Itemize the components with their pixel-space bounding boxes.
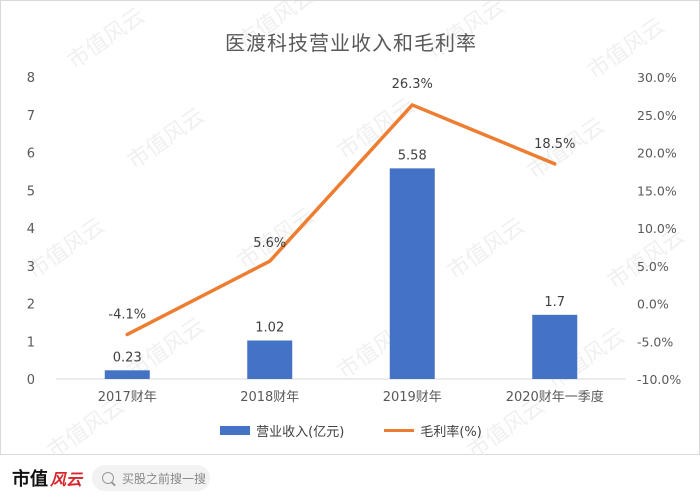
search-icon <box>102 472 115 484</box>
line-data-label: 18.5% <box>534 137 575 152</box>
line-point <box>410 103 414 107</box>
y-right-tick-label: 15.0% <box>637 183 677 198</box>
y-right-tick-label: -10.0% <box>637 372 681 387</box>
bar-data-label: 0.23 <box>113 350 142 365</box>
footer-bar: 市值 风云 买股之前搜一搜 <box>0 455 700 501</box>
y-right-tick-label: 25.0% <box>637 108 677 123</box>
line-data-label: 5.6% <box>253 236 286 251</box>
x-tick-label: 2020财年一季度 <box>506 389 604 405</box>
y-right-tick-label: 20.0% <box>637 146 677 161</box>
y-left-tick-label: 0 <box>27 373 35 388</box>
y-left-tick-label: 4 <box>27 222 35 237</box>
y-left-tick-label: 3 <box>27 260 35 275</box>
legend-swatch-bar <box>220 426 251 435</box>
y-right-tick-label: 30.0% <box>637 70 677 85</box>
legend-item-margin: 毛利率(%) <box>384 421 482 440</box>
chart-title: 医渡科技营业收入和毛利率 <box>225 31 477 55</box>
chart-legend: 营业收入(亿元) 毛利率(%) <box>1 421 700 440</box>
line-series-margin <box>125 103 557 337</box>
legend-label-margin: 毛利率(%) <box>420 425 482 440</box>
y-right-tick-label: 0.0% <box>637 297 669 312</box>
bar-data-label: 1.7 <box>544 295 565 310</box>
search-placeholder: 买股之前搜一搜 <box>122 471 207 486</box>
bar <box>247 340 293 379</box>
legend-swatch-line <box>384 429 415 432</box>
y-left-tick-label: 6 <box>27 147 35 162</box>
line-point <box>553 162 557 166</box>
bar <box>532 314 578 379</box>
x-tick-label: 2019财年 <box>383 390 442 405</box>
bar <box>389 168 435 379</box>
y-left-tick-label: 1 <box>27 335 35 350</box>
y-left-tick-label: 7 <box>27 109 35 124</box>
line-point <box>268 259 272 263</box>
y-left-tick-label: 8 <box>27 71 35 86</box>
search-box[interactable]: 买股之前搜一搜 <box>92 465 211 491</box>
line-data-label: 26.3% <box>392 77 433 92</box>
legend-label-revenue: 营业收入(亿元) <box>256 425 345 440</box>
line-point <box>125 332 129 336</box>
y-right-tick-label: 10.0% <box>637 221 677 236</box>
chart-plot: 0 1 2 3 4 5 6 7 8 -10.0% -5.0% 0.0% 5.0% 10.0% 15.0% 20… <box>27 70 682 405</box>
brand-name: 市值 <box>12 469 48 490</box>
bar <box>104 370 150 379</box>
y-left-tick-label: 2 <box>27 298 35 313</box>
x-tick-label: 2018财年 <box>240 390 299 405</box>
chart-card: 市值风云 市值风云 市值风云 市值风云 市值风云 市值风云 市值风云 市值风云 市值风云 市值风云… <box>0 0 700 456</box>
bar-data-label: 5.58 <box>398 148 427 163</box>
y-right-tick-label: -5.0% <box>637 334 673 349</box>
y-left-tick-label: 5 <box>27 184 35 199</box>
x-tick-label: 2017财年 <box>98 390 157 405</box>
brand-logo[interactable]: 市值 风云 <box>12 465 82 491</box>
y-right-tick-label: 5.0% <box>637 259 669 274</box>
line-data-label: -4.1% <box>108 307 146 322</box>
brand-script: 风云 <box>50 470 83 489</box>
legend-item-revenue: 营业收入(亿元) <box>220 421 344 440</box>
bar-data-label: 1.02 <box>255 320 284 335</box>
